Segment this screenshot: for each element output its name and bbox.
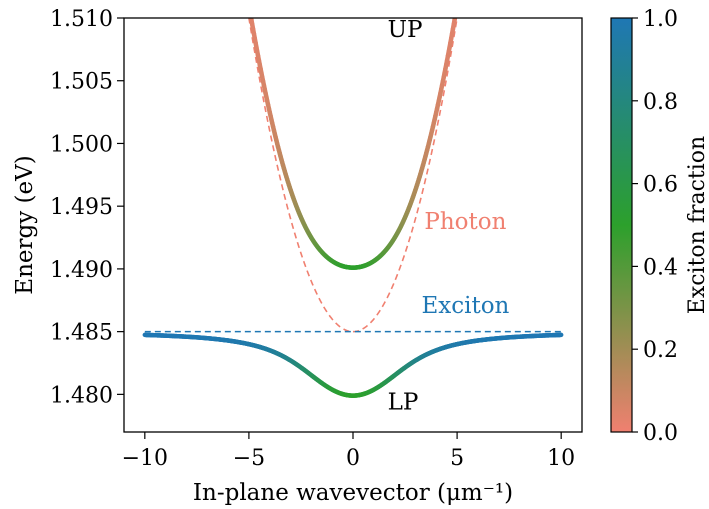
- y-axis-label: Energy (eV): [12, 155, 38, 294]
- annotation-exciton: Exciton: [421, 293, 509, 319]
- x-tick-label: −10: [122, 446, 168, 471]
- annotation-lp: LP: [388, 389, 419, 415]
- lp-series: [142, 332, 564, 398]
- y-tick-label: 1.480: [50, 383, 113, 408]
- up-segment: [250, 10, 251, 15]
- x-axis-ticks: −10 −5 0 5 10: [122, 432, 575, 471]
- x-tick-label: 0: [346, 446, 360, 471]
- up-series: [247, 0, 459, 270]
- colorbar: 0.0 0.2 0.4 0.6 0.8 1.0 Exciton fraction: [610, 7, 709, 446]
- up-segment: [456, 5, 457, 10]
- colorbar-tick-label: 1.0: [643, 7, 678, 32]
- y-tick-label: 1.485: [50, 321, 113, 346]
- up-segment: [452, 18, 458, 22]
- curve-annotations: UP Photon Exciton LP: [388, 17, 510, 416]
- y-tick-label: 1.505: [50, 70, 113, 95]
- colorbar-tick-label: 0.0: [643, 421, 678, 446]
- annotation-photon: Photon: [424, 209, 506, 235]
- up-segment: [248, 1, 249, 6]
- colorbar-tick-label: 0.2: [643, 338, 678, 363]
- y-tick-label: 1.490: [50, 258, 113, 283]
- annotation-up: UP: [388, 17, 423, 43]
- up-segment: [457, 1, 458, 6]
- up-segment: [455, 10, 456, 15]
- x-tick-label: −5: [233, 446, 265, 471]
- y-tick-label: 1.500: [50, 132, 113, 157]
- colorbar-tick-label: 0.4: [643, 255, 678, 280]
- up-segment: [247, 0, 248, 1]
- up-segment: [249, 5, 250, 10]
- y-tick-label: 1.495: [50, 195, 113, 220]
- y-tick-label: 1.510: [50, 7, 113, 32]
- colorbar-ticks: 0.0 0.2 0.4 0.6 0.8 1.0: [632, 7, 678, 446]
- y-axis-ticks: 1.480 1.485 1.490 1.495 1.500 1.505 1.510: [50, 7, 124, 408]
- colorbar-tick-label: 0.8: [643, 90, 678, 115]
- colorbar-label: Exciton fraction: [685, 136, 709, 314]
- series-layer: [142, 0, 564, 398]
- up-segment: [458, 0, 459, 1]
- photon-series: [248, 18, 458, 333]
- x-tick-label: 10: [547, 446, 575, 471]
- x-axis-label: In-plane wavevector (μm⁻¹): [193, 480, 513, 506]
- colorbar-tick-label: 0.6: [643, 173, 678, 198]
- colorbar-gradient: [610, 17, 633, 433]
- plot-frame: [123, 17, 583, 433]
- x-tick-label: 5: [450, 446, 464, 471]
